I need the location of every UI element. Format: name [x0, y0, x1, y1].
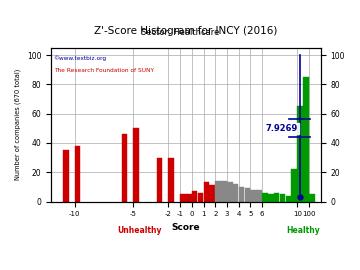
Bar [215, 181, 221, 201]
Bar [251, 190, 256, 201]
Text: 7.9269: 7.9269 [266, 124, 298, 133]
Bar [221, 181, 227, 201]
Bar [285, 196, 291, 201]
Title: Z'-Score Histogram for INCY (2016): Z'-Score Histogram for INCY (2016) [94, 26, 278, 36]
Bar [157, 158, 162, 201]
Bar [233, 184, 238, 201]
Bar [268, 194, 274, 201]
Bar [292, 169, 297, 201]
Bar [180, 194, 186, 201]
Bar [297, 106, 303, 201]
Bar [63, 150, 68, 201]
Bar [210, 185, 215, 201]
Bar [303, 77, 309, 201]
Bar [244, 188, 250, 201]
Bar [227, 183, 233, 201]
Bar [186, 194, 192, 201]
Bar [204, 183, 209, 201]
Bar [122, 134, 127, 201]
Bar [75, 146, 80, 201]
Text: ©www.textbiz.org: ©www.textbiz.org [54, 55, 107, 61]
Bar [309, 194, 315, 201]
Bar [280, 194, 285, 201]
Y-axis label: Number of companies (670 total): Number of companies (670 total) [15, 69, 22, 180]
Bar [274, 193, 279, 201]
Bar [256, 190, 262, 201]
Text: Unhealthy: Unhealthy [117, 227, 161, 235]
Bar [198, 193, 203, 201]
Text: The Research Foundation of SUNY: The Research Foundation of SUNY [54, 68, 154, 73]
Bar [168, 158, 174, 201]
X-axis label: Score: Score [172, 223, 201, 232]
Text: Sector: Healthcare: Sector: Healthcare [141, 28, 219, 37]
Bar [133, 128, 139, 201]
Bar [262, 193, 268, 201]
Bar [192, 191, 197, 201]
Bar [239, 187, 244, 201]
Text: Healthy: Healthy [286, 227, 320, 235]
